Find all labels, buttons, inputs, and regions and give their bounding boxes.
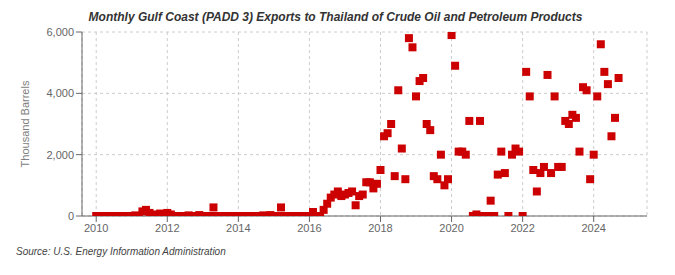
svg-text:2024: 2024 <box>581 222 605 234</box>
svg-text:2014: 2014 <box>226 222 250 234</box>
svg-text:4,000: 4,000 <box>46 87 74 99</box>
svg-text:2022: 2022 <box>510 222 534 234</box>
html-text:Monthly Gulf Coast (PADD 3) Ex: Monthly Gulf Coast (PADD 3) Exports to T… <box>88 10 583 24</box>
svg-text:6,000: 6,000 <box>46 26 74 38</box>
svg-text:2,000: 2,000 <box>46 149 74 161</box>
svg-text:Thousand Barrels: Thousand Barrels <box>19 80 31 167</box>
svg-text:2020: 2020 <box>439 222 463 234</box>
svg-text:2016: 2016 <box>297 222 321 234</box>
html-text:Source: U.S. Energy Informatio: Source: U.S. Energy Information Administ… <box>16 246 226 257</box>
svg-text:2012: 2012 <box>155 222 179 234</box>
svg-text:0: 0 <box>68 210 74 222</box>
svg-text:2010: 2010 <box>84 222 108 234</box>
svg-text:2018: 2018 <box>368 222 392 234</box>
